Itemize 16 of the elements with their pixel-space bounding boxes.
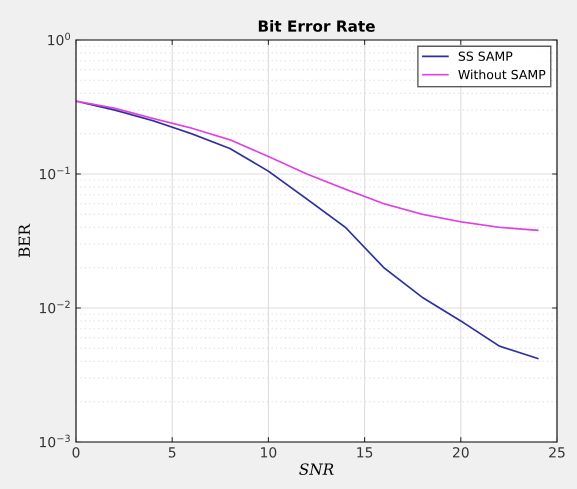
chart-title: Bit Error Rate	[258, 20, 375, 32]
x-tick-label: 25	[549, 447, 565, 458]
x-tick-label: 15	[357, 447, 372, 458]
x-tick-label: 5	[168, 447, 176, 458]
y-tick-label: 10$^{0}$	[48, 32, 70, 46]
y-tick-label: 10$^{−1}$	[40, 166, 70, 180]
x-tick-label: 10	[261, 447, 276, 458]
x-tick-label: 0	[72, 447, 80, 458]
legend-label: Without SAMP	[458, 70, 546, 80]
line-series	[76, 100, 539, 232]
y-tick-label: 10$^{−3}$	[40, 434, 70, 448]
x-tick-label: 20	[452, 447, 469, 458]
x-axis-title: SNR	[299, 463, 334, 475]
y-tick-label: 10$^{−2}$	[40, 300, 70, 314]
y-axis-title: BER	[18, 224, 30, 258]
legend-label: SS SAMP	[458, 51, 512, 61]
